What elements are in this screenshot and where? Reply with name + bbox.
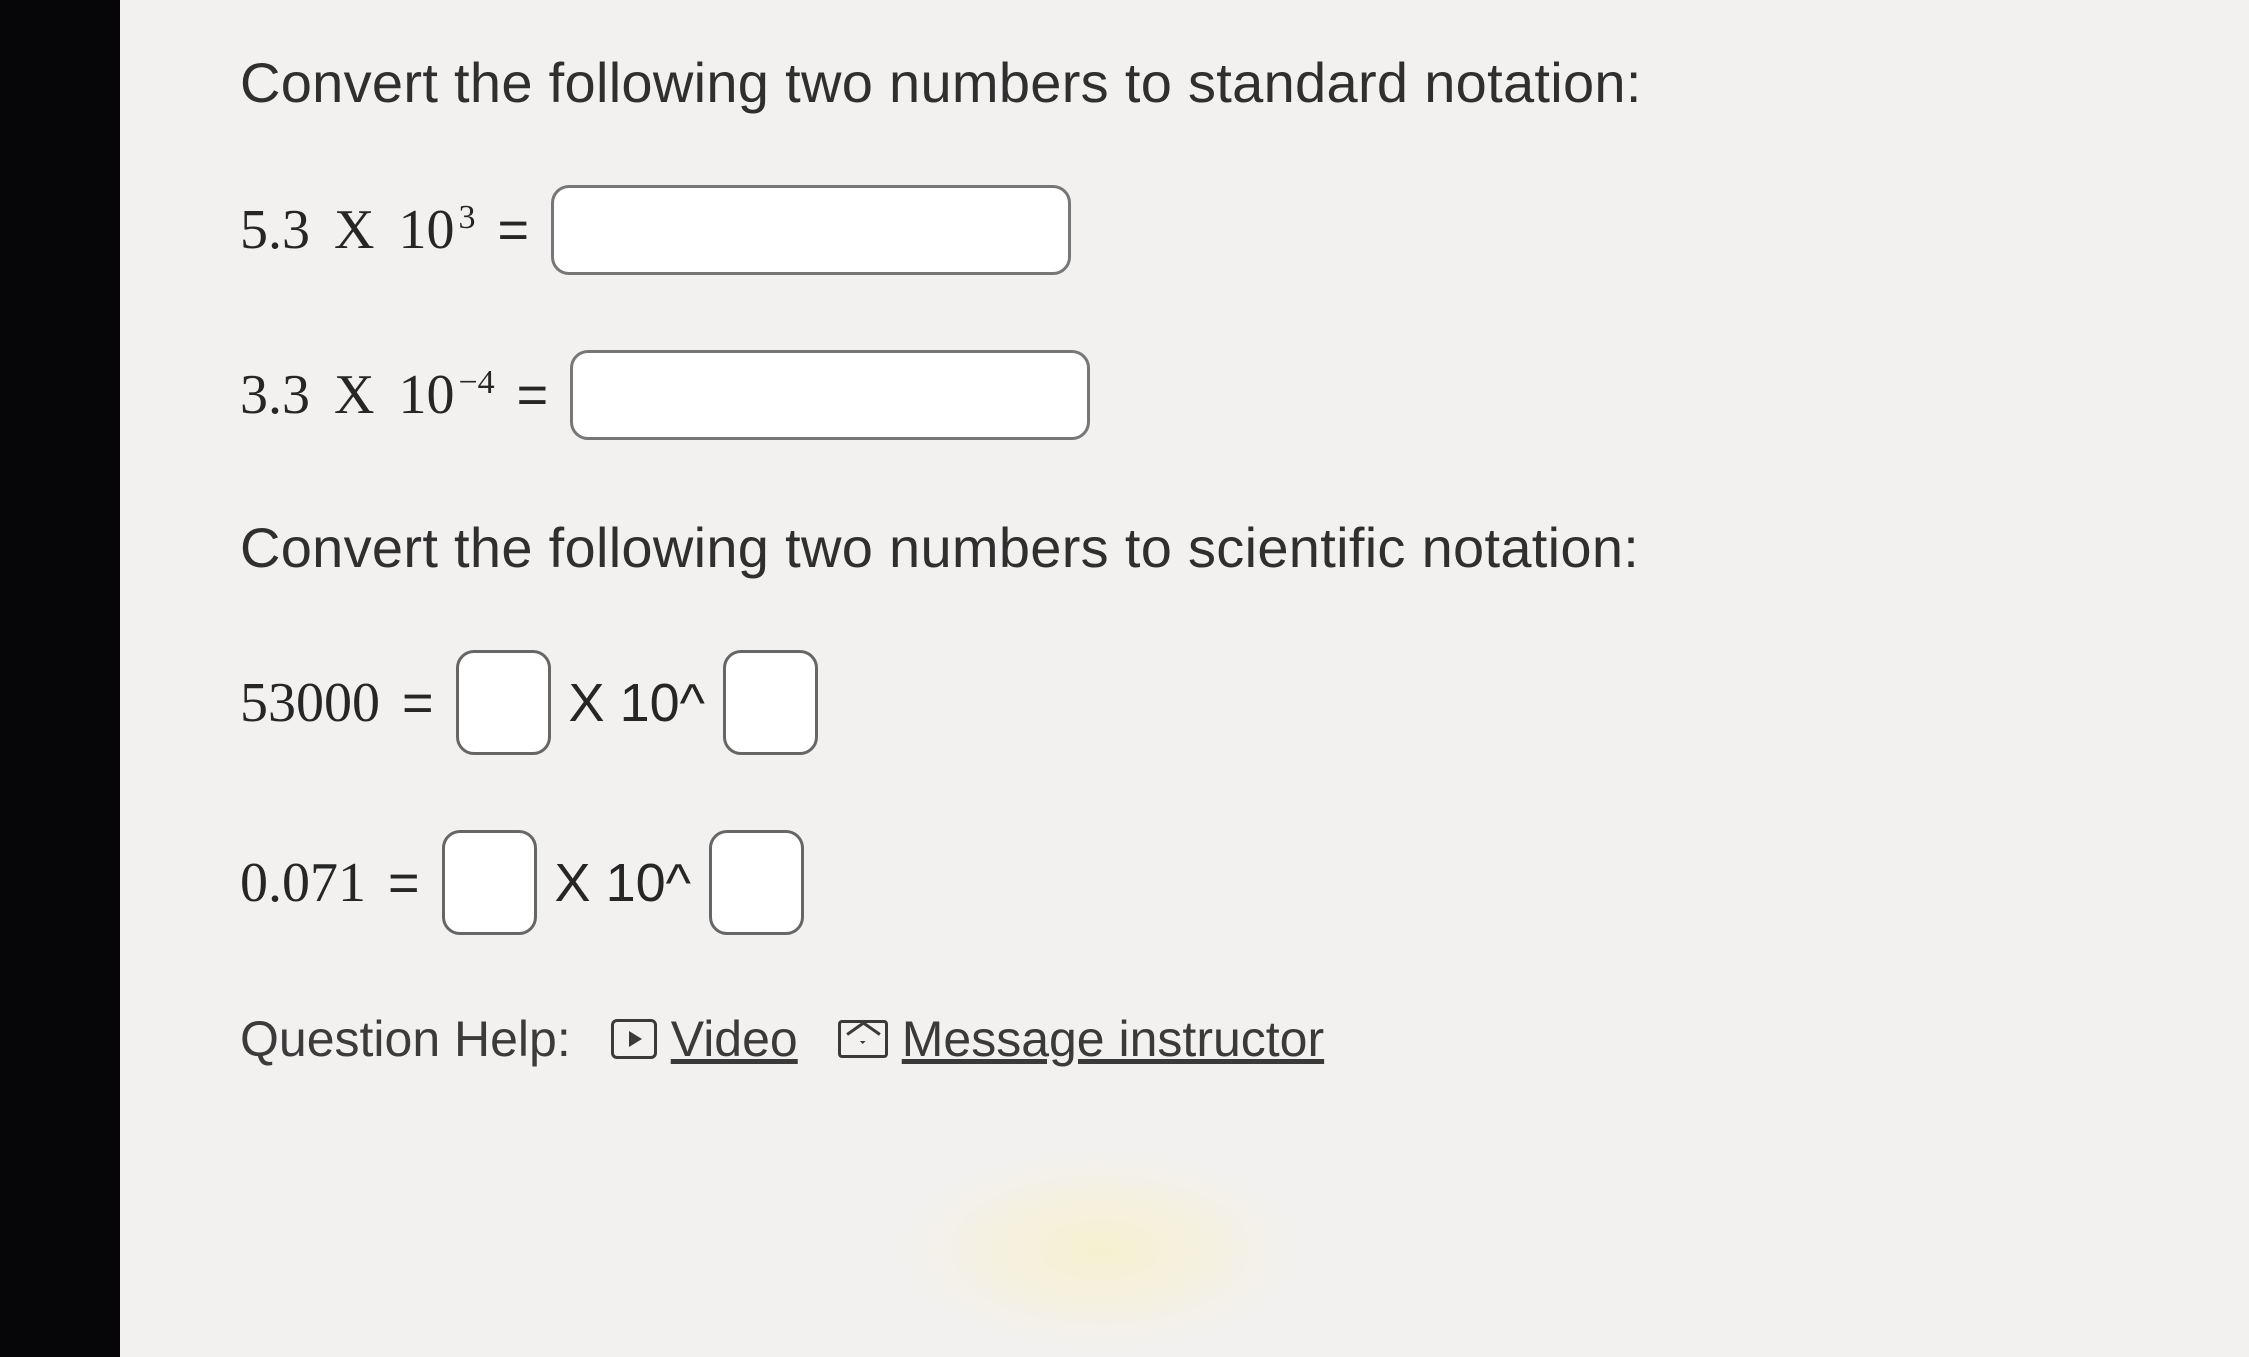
q1-coeff: 5.3: [240, 199, 310, 261]
q2-answer-input[interactable]: [570, 350, 1090, 440]
q2-exp: −4: [458, 364, 494, 401]
q4-coeff-input[interactable]: [442, 830, 537, 935]
q2-math: 3.3 X 10−4: [240, 363, 495, 427]
q4-exp-input[interactable]: [709, 830, 804, 935]
message-link-text: Message instructor: [902, 1010, 1324, 1068]
envelope-icon: [838, 1020, 888, 1058]
q3-coeff-input[interactable]: [456, 650, 551, 755]
q3-number: 53000: [240, 671, 380, 735]
q2-coeff: 3.3: [240, 364, 310, 426]
q4-number: 0.071: [240, 851, 366, 915]
q2-times: X: [334, 364, 374, 426]
q4-times10: X 10^: [555, 852, 691, 914]
photo-glare: [900, 1150, 1300, 1350]
q3-exp-input[interactable]: [723, 650, 818, 755]
question-help-row: Question Help: Video Message instructor: [240, 1010, 2189, 1068]
q1-base: 10: [398, 199, 454, 261]
q4-row: 0.071 = X 10^: [240, 830, 2189, 935]
section1-prompt: Convert the following two numbers to sta…: [240, 50, 2189, 115]
q1-math: 5.3 X 103: [240, 198, 475, 262]
q2-exp-sign: −: [458, 364, 477, 401]
left-black-strip: [0, 0, 120, 1357]
video-link[interactable]: Video: [611, 1010, 798, 1068]
message-instructor-link[interactable]: Message instructor: [838, 1010, 1324, 1068]
video-link-text: Video: [671, 1010, 798, 1068]
q2-eq: =: [517, 364, 549, 426]
q2-row: 3.3 X 10−4 =: [240, 350, 2189, 440]
q1-row: 5.3 X 103 =: [240, 185, 2189, 275]
q1-answer-input[interactable]: [551, 185, 1071, 275]
q1-times: X: [334, 199, 374, 261]
question-content: Convert the following two numbers to sta…: [120, 0, 2249, 1357]
q3-times10: X 10^: [569, 672, 705, 734]
question-help-label: Question Help:: [240, 1010, 571, 1068]
screenshot-frame: Convert the following two numbers to sta…: [0, 0, 2249, 1357]
q1-exp: 3: [458, 199, 475, 236]
section2-prompt: Convert the following two numbers to sci…: [240, 515, 2189, 580]
q2-exp-val: 4: [478, 364, 495, 401]
q2-base: 10: [398, 364, 454, 426]
q3-row: 53000 = X 10^: [240, 650, 2189, 755]
play-icon: [611, 1019, 657, 1059]
q1-eq: =: [497, 199, 529, 261]
q3-eq: =: [402, 672, 434, 734]
q4-eq: =: [388, 852, 420, 914]
